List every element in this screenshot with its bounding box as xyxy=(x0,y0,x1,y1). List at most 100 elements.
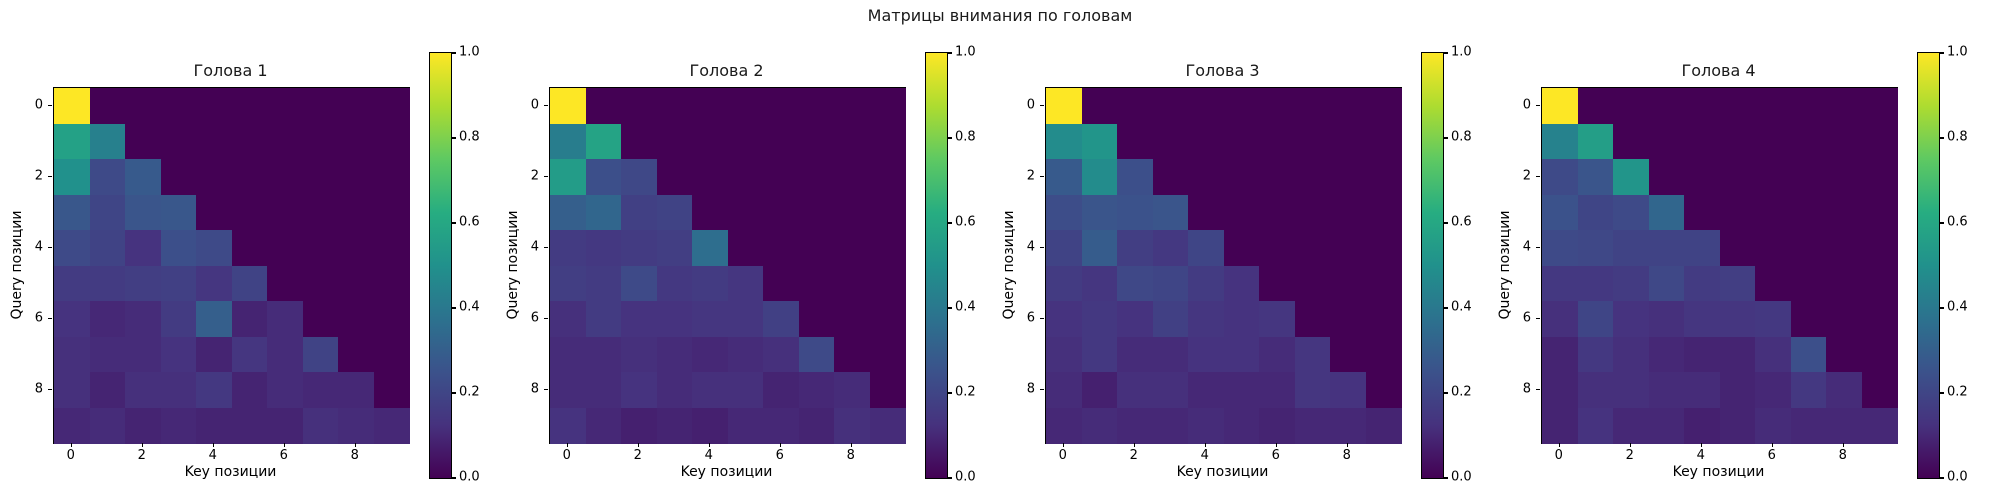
x-axis-label: Key позиции xyxy=(1672,464,1765,480)
heatmap-cell xyxy=(1648,372,1685,408)
x-tick-mark xyxy=(141,443,144,447)
heatmap-cell xyxy=(1081,88,1118,124)
x-tick-mark xyxy=(566,443,569,447)
x-tick-mark xyxy=(283,443,286,447)
heatmap-cell xyxy=(1755,301,1791,337)
heatmap-cell xyxy=(373,123,410,160)
colorbar-tick-mark xyxy=(948,392,952,394)
heatmap-cell xyxy=(585,230,622,266)
heatmap-cell xyxy=(1117,159,1153,195)
colorbar-tick-mark xyxy=(1940,392,1944,394)
y-tick-mark xyxy=(1040,246,1044,249)
x-tick-label: 6 xyxy=(1767,448,1776,463)
heatmap-cell xyxy=(1117,407,1153,444)
heatmap-cell xyxy=(621,372,657,408)
heatmap-cell xyxy=(834,372,870,408)
heatmap-cell xyxy=(1223,159,1260,195)
heatmap-cell xyxy=(692,372,728,408)
heatmap-cell xyxy=(869,123,906,160)
heatmap-cell xyxy=(125,123,161,160)
heatmap-cell xyxy=(1648,159,1685,195)
heatmap-cell xyxy=(727,265,764,302)
y-tick-mark xyxy=(1536,317,1540,320)
heatmap-cell xyxy=(692,194,728,231)
y-tick-mark xyxy=(1536,104,1540,107)
heatmap-cell xyxy=(1330,123,1366,160)
colorbar-tick-label: 0.2 xyxy=(1947,384,1968,400)
heatmap-cell xyxy=(550,194,586,231)
heatmap-cell xyxy=(196,336,232,373)
heatmap-cell xyxy=(585,194,622,231)
heatmap-cell xyxy=(656,336,693,373)
heatmap-cell xyxy=(54,194,90,231)
heatmap-cell xyxy=(1223,88,1260,124)
heatmap-cell xyxy=(1294,301,1331,337)
subplot-title: Голова 1 xyxy=(193,61,268,80)
heatmap-cell xyxy=(1684,372,1720,408)
heatmap-cell xyxy=(125,88,161,124)
x-tick-label: 6 xyxy=(1271,448,1280,463)
y-tick-label: 2 xyxy=(1026,168,1035,184)
heatmap-cell xyxy=(869,230,906,266)
heatmap-cell xyxy=(1790,265,1827,302)
heatmap-cell xyxy=(1152,372,1189,408)
x-tick-mark xyxy=(1629,443,1632,447)
heatmap-cell xyxy=(1259,194,1295,231)
attention-heatmap xyxy=(53,87,410,444)
heatmap-cell xyxy=(621,301,657,337)
heatmap-cell xyxy=(621,123,657,160)
heatmap-cell xyxy=(798,372,835,408)
heatmap-cell xyxy=(1755,407,1791,444)
x-tick-label: 0 xyxy=(1554,448,1563,463)
y-tick-mark xyxy=(48,317,52,320)
heatmap-cell xyxy=(1542,88,1578,124)
heatmap-cell xyxy=(1152,301,1189,337)
heatmap-cell xyxy=(585,123,622,160)
heatmap-cell xyxy=(196,88,232,124)
heatmap-cell xyxy=(1613,372,1649,408)
heatmap-cell xyxy=(1188,194,1224,231)
colorbar-tick-label: 0.2 xyxy=(1451,384,1472,400)
x-axis-label: Key позиции xyxy=(1176,464,1269,480)
colorbar-tick-mark xyxy=(1444,307,1448,309)
heatmap-cell xyxy=(125,407,161,444)
heatmap-cell xyxy=(656,407,693,444)
heatmap-cell xyxy=(1719,88,1756,124)
heatmap-cell xyxy=(89,88,126,124)
heatmap-cell xyxy=(1152,265,1189,302)
y-tick-label: 6 xyxy=(1026,310,1035,326)
heatmap-cell xyxy=(550,123,586,160)
y-tick-label: 0 xyxy=(530,97,539,113)
heatmap-cell xyxy=(656,301,693,337)
heatmap-cell xyxy=(125,372,161,408)
y-axis-label: Query позиции xyxy=(1001,210,1017,319)
y-tick-mark xyxy=(1040,104,1044,107)
heatmap-cell xyxy=(1790,123,1827,160)
heatmap-cell xyxy=(196,194,232,231)
heatmap-cell xyxy=(798,194,835,231)
heatmap-cell xyxy=(231,123,268,160)
heatmap-cell xyxy=(1719,265,1756,302)
heatmap-cell xyxy=(338,265,374,302)
heatmap-cell xyxy=(585,336,622,373)
heatmap-cell xyxy=(763,123,799,160)
heatmap-cell xyxy=(1259,336,1295,373)
heatmap-cell xyxy=(1330,88,1366,124)
colorbar-tick-mark xyxy=(948,477,952,479)
colorbar-tick-mark xyxy=(1940,137,1944,139)
heatmap-cell xyxy=(1542,123,1578,160)
heatmap-cell xyxy=(727,301,764,337)
heatmap-cell xyxy=(1259,123,1295,160)
heatmap-cell xyxy=(196,372,232,408)
y-tick-label: 8 xyxy=(34,381,43,397)
heatmap-cell xyxy=(338,159,374,195)
heatmap-cell xyxy=(1081,372,1118,408)
heatmap-cell xyxy=(267,336,303,373)
heatmap-cell xyxy=(160,88,197,124)
heatmap-cell xyxy=(89,230,126,266)
x-tick-label: 2 xyxy=(1625,448,1634,463)
heatmap-cell xyxy=(1861,159,1898,195)
heatmap-cell xyxy=(727,230,764,266)
heatmap-cell xyxy=(1152,159,1189,195)
